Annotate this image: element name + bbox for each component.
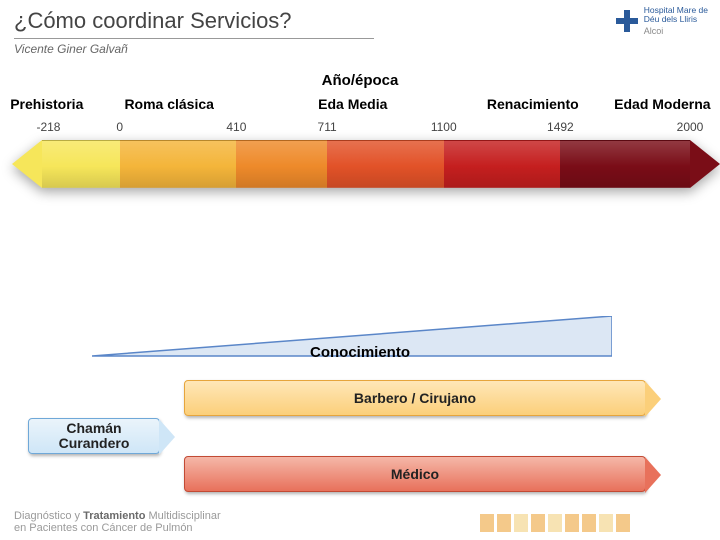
timeline-segment bbox=[236, 140, 327, 188]
timeline-segment bbox=[560, 140, 690, 188]
role-barbero-label: Barbero / Cirujano bbox=[354, 390, 476, 406]
footer-square bbox=[497, 514, 511, 532]
timeline-bar bbox=[42, 140, 690, 188]
footer-square bbox=[565, 514, 579, 532]
cross-icon bbox=[616, 10, 638, 32]
axis-title: Año/época bbox=[0, 72, 720, 89]
role-medico-label: Médico bbox=[391, 466, 439, 482]
role-chaman-line2: Curandero bbox=[59, 436, 130, 451]
arrow-left-icon bbox=[12, 140, 42, 188]
footer-square bbox=[531, 514, 545, 532]
knowledge-label: Conocimiento bbox=[0, 344, 720, 361]
footer-square bbox=[616, 514, 630, 532]
tick-label: 410 bbox=[226, 120, 246, 134]
tick-label: 0 bbox=[116, 120, 123, 134]
era-labels: PrehistoriaRoma clásicaEda MediaRenacimi… bbox=[0, 96, 720, 112]
tick-label: 1100 bbox=[431, 120, 457, 134]
hospital-logo: Hospital Mare de Déu dels Lliris Alcoi bbox=[616, 6, 708, 36]
footer-square bbox=[599, 514, 613, 532]
tick-label: 711 bbox=[318, 120, 337, 134]
footer-squares bbox=[480, 514, 630, 532]
footer-square bbox=[480, 514, 494, 532]
timeline: -2180410711110014922000 bbox=[42, 120, 690, 188]
tick-label: -218 bbox=[36, 120, 60, 134]
role-barbero: Barbero / Cirujano bbox=[184, 380, 646, 416]
era-label: Edad Moderna bbox=[605, 96, 720, 112]
footer-square bbox=[548, 514, 562, 532]
timeline-segment bbox=[444, 140, 561, 188]
logo-line2: Déu dels Lliris bbox=[644, 15, 708, 24]
tick-label: 2000 bbox=[677, 120, 704, 134]
role-chaman: Chamán Curandero bbox=[28, 418, 160, 454]
role-chaman-line1: Chamán bbox=[59, 421, 130, 436]
role-medico: Médico bbox=[184, 456, 646, 492]
tick-label: 1492 bbox=[547, 120, 574, 134]
author-name: Vicente Giner Galvañ bbox=[14, 42, 128, 56]
era-label: Renacimiento bbox=[461, 96, 605, 112]
footer-square bbox=[514, 514, 528, 532]
timeline-segment bbox=[327, 140, 444, 188]
timeline-segment bbox=[120, 140, 237, 188]
timeline-ticks: -2180410711110014922000 bbox=[42, 120, 690, 138]
footer-square bbox=[582, 514, 596, 532]
era-label: Eda Media bbox=[245, 96, 461, 112]
logo-sub: Alcoi bbox=[644, 26, 708, 36]
era-label: Prehistoria bbox=[0, 96, 94, 112]
arrow-right-icon bbox=[690, 140, 720, 188]
footer-text: Diagnóstico y Tratamiento Multidisciplin… bbox=[14, 510, 221, 534]
timeline-segment bbox=[42, 140, 120, 188]
era-label: Roma clásica bbox=[94, 96, 245, 112]
page-title: ¿Cómo coordinar Servicios? bbox=[14, 8, 374, 39]
